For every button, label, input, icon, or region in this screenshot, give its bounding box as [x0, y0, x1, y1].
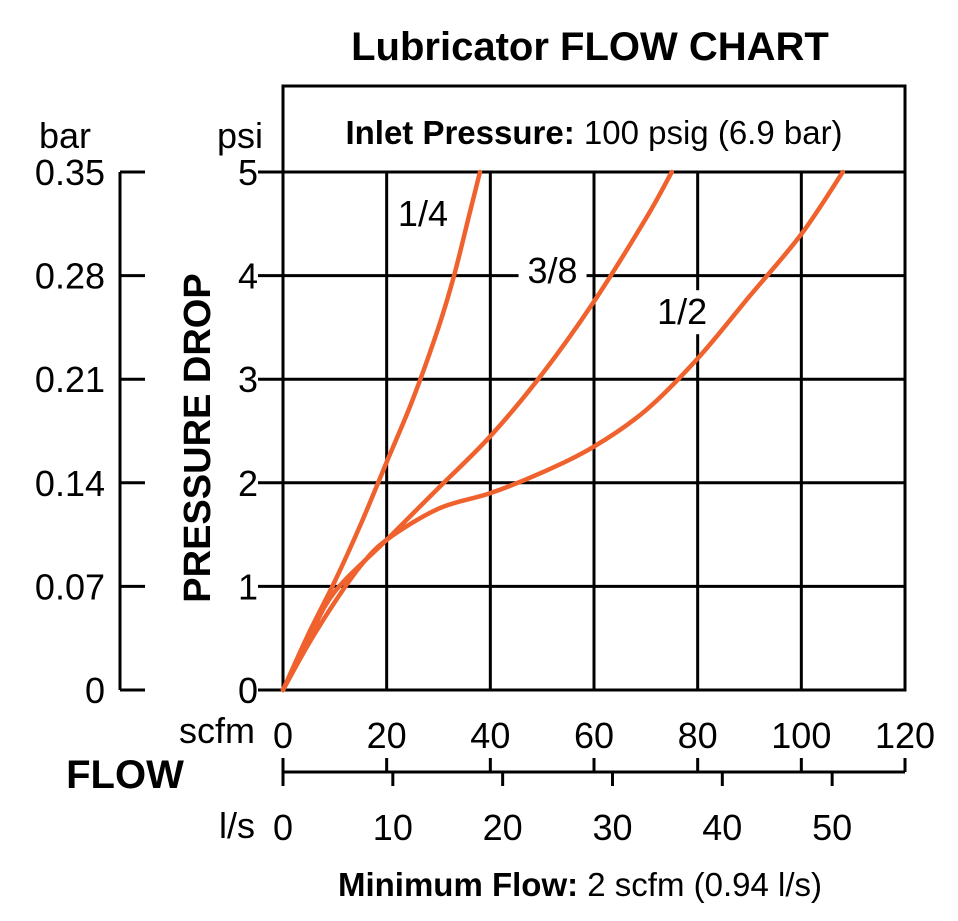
x-tick-label-ls: 40 [702, 807, 742, 848]
x-tick-label-ls: 20 [483, 807, 523, 848]
y-tick-label-psi: 1 [238, 566, 258, 607]
y-tick-label-psi: 0 [238, 670, 258, 711]
series-line-1-4 [280, 169, 483, 693]
x-axis: 0 20 40 60 80 100 120 0 10 20 30 40 50 [273, 715, 935, 848]
x-tick-label-scfm: 0 [273, 715, 293, 756]
series-label-3-8: 3/8 [528, 250, 578, 291]
chart-title: Lubricator FLOW CHART [351, 25, 829, 69]
y-tick-label-psi: 3 [238, 359, 258, 400]
inlet-pressure-value: 100 psig (6.9 bar) [584, 114, 843, 151]
x-tick-label-scfm: 80 [678, 715, 718, 756]
series-line-1-2 [280, 169, 846, 693]
y-tick-label-psi: 4 [238, 256, 258, 297]
series-label-bg [388, 191, 457, 236]
x-unit-ls: l/s [219, 805, 255, 846]
y-tick-label-bar: 0.14 [35, 463, 105, 504]
series-label-1-2: 1/2 [657, 291, 707, 332]
series-label-1-4: 1/4 [398, 193, 448, 234]
y-tick-label-psi: 5 [238, 152, 258, 193]
series-line-3-8 [280, 169, 674, 693]
y-axis: 0 1 2 3 4 5 0 0.07 0.14 0.21 0.28 0.35 [35, 152, 283, 711]
y-unit-bar: bar [39, 115, 91, 156]
x-tick-label-ls: 50 [812, 807, 852, 848]
x-tick-label-scfm: 40 [470, 715, 510, 756]
inlet-pressure-note: Inlet Pressure: 100 psig (6.9 bar) [345, 114, 842, 151]
series-layer: 1/4 3/8 1/2 [280, 169, 846, 693]
y-tick-label-bar: 0.07 [35, 566, 105, 607]
series-label-bg [648, 290, 717, 335]
y-tick-label-psi: 2 [238, 463, 258, 504]
minimum-flow-label: Minimum Flow: [338, 866, 578, 903]
x-axis-label: FLOW [66, 753, 184, 797]
plot-frame [281, 170, 907, 692]
x-unit-scfm: scfm [179, 710, 255, 751]
y-tick-label-bar: 0 [85, 670, 105, 711]
x-tick-label-scfm: 60 [574, 715, 614, 756]
y-unit-psi: psi [217, 115, 263, 156]
x-tick-label-scfm: 100 [771, 715, 831, 756]
x-tick-label-scfm: 20 [367, 715, 407, 756]
x-tick-label-ls: 0 [273, 807, 293, 848]
y-tick-label-bar: 0.28 [35, 256, 105, 297]
minimum-flow-note: Minimum Flow: 2 scfm (0.94 l/s) [338, 866, 822, 903]
series-label-bg [518, 248, 587, 293]
x-tick-label-ls: 30 [592, 807, 632, 848]
inlet-pressure-label: Inlet Pressure: [345, 114, 574, 151]
minimum-flow-value: 2 scfm (0.94 l/s) [587, 866, 822, 903]
y-tick-label-bar: 0.21 [35, 359, 105, 400]
x-tick-label-ls: 10 [373, 807, 413, 848]
y-axis-label: PRESSURE DROP [177, 273, 219, 602]
x-tick-label-scfm: 120 [875, 715, 935, 756]
grid [281, 170, 907, 692]
y-tick-label-bar: 0.35 [35, 152, 105, 193]
